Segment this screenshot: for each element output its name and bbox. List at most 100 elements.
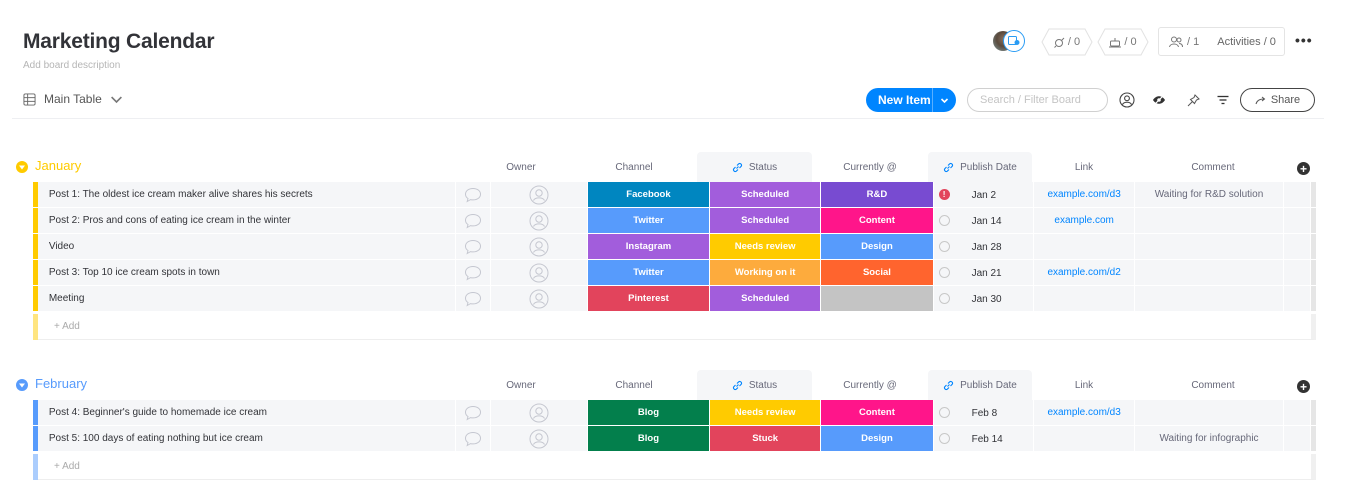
add-item-input[interactable]: + Add: [38, 454, 1316, 480]
link-cell[interactable]: example.com/d2: [1034, 260, 1135, 285]
item-name[interactable]: Post 4: Beginner's guide to homemade ice…: [37, 400, 457, 425]
publish-date-cell[interactable]: ! Jan 2: [933, 182, 1035, 207]
updates-button[interactable]: [456, 286, 492, 311]
comment-cell[interactable]: Waiting for R&D solution: [1134, 182, 1285, 207]
comment-cell[interactable]: Waiting for infographic: [1134, 426, 1285, 451]
currently-label[interactable]: Content: [821, 400, 934, 425]
row-scrollbar[interactable]: [1311, 426, 1317, 451]
item-name[interactable]: Post 3: Top 10 ice cream spots in town: [37, 260, 457, 285]
publish-date-cell[interactable]: Jan 28: [933, 234, 1035, 259]
add-item-row[interactable]: + Add: [33, 314, 1316, 340]
add-column-button[interactable]: +: [1297, 380, 1310, 393]
owner-cell[interactable]: [491, 208, 588, 233]
add-item-input[interactable]: + Add: [38, 314, 1316, 340]
currently-label[interactable]: R&D: [821, 182, 934, 207]
share-button[interactable]: Share: [1240, 88, 1315, 112]
currently-label[interactable]: Design: [821, 426, 934, 451]
link-cell[interactable]: [1034, 286, 1135, 311]
updates-button[interactable]: [456, 234, 492, 259]
row-scrollbar[interactable]: [1311, 400, 1317, 425]
status-label[interactable]: Stuck: [709, 426, 822, 451]
pin-button[interactable]: [1184, 91, 1202, 109]
table-row[interactable]: Video Instagram Needs review Design Jan …: [33, 234, 1317, 260]
column-header-publish-date[interactable]: Publish Date: [928, 370, 1032, 400]
search-input[interactable]: Search / Filter Board: [967, 88, 1108, 112]
row-scrollbar[interactable]: [1311, 182, 1317, 207]
group-collapse-toggle[interactable]: [16, 161, 28, 173]
new-item-button[interactable]: New Item: [866, 88, 956, 112]
currently-label[interactable]: Design: [821, 234, 934, 259]
publish-date-cell[interactable]: Feb 14: [933, 426, 1035, 451]
column-header-owner[interactable]: Owner: [506, 379, 536, 391]
table-row[interactable]: Post 2: Pros and cons of eating ice crea…: [33, 208, 1317, 234]
publish-date-cell[interactable]: Jan 30: [933, 286, 1035, 311]
person-filter-button[interactable]: [1118, 91, 1136, 109]
item-name[interactable]: Post 5: 100 days of eating nothing but i…: [37, 426, 457, 451]
owner-cell[interactable]: [491, 182, 588, 207]
status-label[interactable]: Working on it: [709, 260, 822, 285]
board-subscribers[interactable]: [993, 30, 1033, 52]
status-label[interactable]: Scheduled: [709, 182, 822, 207]
board-title[interactable]: Marketing Calendar: [23, 30, 215, 53]
row-scrollbar[interactable]: [1311, 260, 1317, 285]
channel-label[interactable]: Twitter: [588, 208, 710, 233]
column-header-comment[interactable]: Comment: [1191, 161, 1235, 173]
group-title[interactable]: February: [35, 376, 88, 391]
column-header-link[interactable]: Link: [1074, 161, 1094, 173]
item-name[interactable]: Video: [37, 234, 457, 259]
new-item-label[interactable]: New Item: [878, 93, 931, 107]
status-label[interactable]: Needs review: [709, 234, 822, 259]
channel-label[interactable]: Instagram: [588, 234, 710, 259]
view-selector[interactable]: Main Table: [23, 92, 123, 106]
link-cell[interactable]: example.com/d3: [1034, 182, 1135, 207]
updates-button[interactable]: [456, 208, 492, 233]
owner-cell[interactable]: [491, 400, 588, 425]
item-name[interactable]: Post 1: The oldest ice cream maker alive…: [37, 182, 457, 207]
add-column-button[interactable]: +: [1297, 162, 1310, 175]
table-row[interactable]: Post 3: Top 10 ice cream spots in town T…: [33, 260, 1317, 286]
group-title[interactable]: January: [35, 158, 82, 173]
currently-label[interactable]: [821, 286, 934, 311]
automations-button[interactable]: / 0: [1097, 28, 1149, 56]
integrations-button[interactable]: / 0: [1041, 28, 1093, 56]
comment-cell[interactable]: [1134, 400, 1285, 425]
owner-cell[interactable]: [491, 260, 588, 285]
owner-cell[interactable]: [491, 426, 588, 451]
table-row[interactable]: Post 5: 100 days of eating nothing but i…: [33, 426, 1317, 452]
column-header-channel[interactable]: Channel: [615, 161, 653, 173]
comment-cell[interactable]: [1134, 286, 1285, 311]
status-label[interactable]: Scheduled: [709, 208, 822, 233]
column-header-owner[interactable]: Owner: [506, 161, 536, 173]
channel-label[interactable]: Blog: [588, 400, 710, 425]
updates-button[interactable]: [456, 426, 492, 451]
table-row[interactable]: Post 1: The oldest ice cream maker alive…: [33, 182, 1317, 208]
owner-cell[interactable]: [491, 234, 588, 259]
link-cell[interactable]: example.com: [1034, 208, 1135, 233]
link-cell[interactable]: [1034, 234, 1135, 259]
publish-date-cell[interactable]: Jan 21: [933, 260, 1035, 285]
hide-columns-button[interactable]: [1150, 91, 1168, 109]
publish-date-cell[interactable]: Feb 8: [933, 400, 1035, 425]
column-header-link[interactable]: Link: [1074, 379, 1094, 391]
filter-button[interactable]: [1214, 91, 1232, 109]
currently-label[interactable]: Social: [821, 260, 934, 285]
channel-label[interactable]: Blog: [588, 426, 710, 451]
more-options-button[interactable]: •••: [1295, 32, 1313, 48]
group-collapse-toggle[interactable]: [16, 379, 28, 391]
column-header-status[interactable]: Status: [697, 370, 812, 400]
link-cell[interactable]: [1034, 426, 1135, 451]
channel-label[interactable]: Twitter: [588, 260, 710, 285]
column-header-publish-date[interactable]: Publish Date: [928, 152, 1032, 182]
row-scrollbar[interactable]: [1311, 208, 1317, 233]
members-activities-box[interactable]: / 1 Activities / 0: [1158, 27, 1285, 56]
board-description[interactable]: Add board description: [23, 60, 121, 71]
row-scrollbar[interactable]: [1311, 234, 1317, 259]
column-header-status[interactable]: Status: [697, 152, 812, 182]
column-header-comment[interactable]: Comment: [1191, 379, 1235, 391]
item-name[interactable]: Post 2: Pros and cons of eating ice crea…: [37, 208, 457, 233]
publish-date-cell[interactable]: Jan 14: [933, 208, 1035, 233]
comment-cell[interactable]: [1134, 208, 1285, 233]
table-row[interactable]: Meeting Pinterest Scheduled Jan 30: [33, 286, 1317, 312]
updates-button[interactable]: [456, 260, 492, 285]
status-label[interactable]: Scheduled: [709, 286, 822, 311]
